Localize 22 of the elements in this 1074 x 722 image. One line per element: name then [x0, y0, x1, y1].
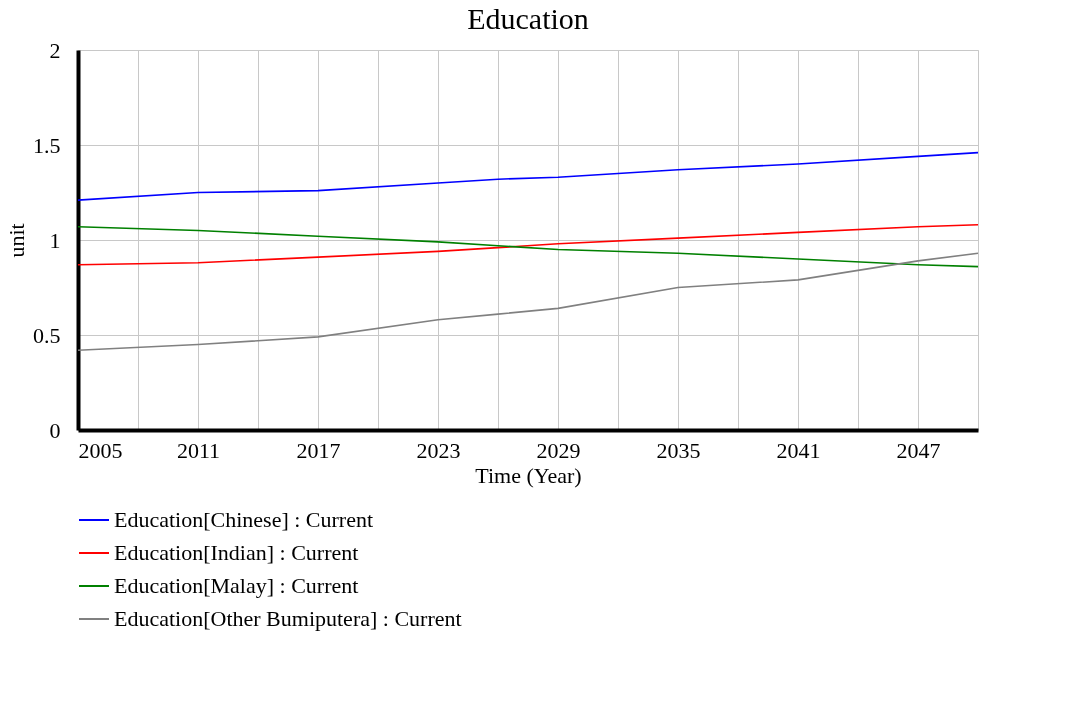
- x-tick-label: 2005: [78, 437, 123, 463]
- y-tick-label: 1.5: [33, 132, 61, 158]
- legend-label: Education[Other Bumiputera] : Current: [114, 606, 462, 631]
- legend-label: Education[Chinese] : Current: [114, 507, 374, 532]
- legend-label: Education[Malay] : Current: [114, 573, 359, 598]
- x-tick-label: 2041: [776, 437, 821, 463]
- x-tick-label: 2035: [656, 437, 701, 463]
- legend-label: Education[Indian] : Current: [114, 540, 359, 565]
- y-tick-label: 2: [49, 37, 61, 63]
- y-tick-label: 0: [49, 417, 61, 443]
- x-tick-label: 2017: [296, 437, 341, 463]
- y-axis-title: unit: [4, 223, 29, 258]
- y-tick-label: 1: [49, 227, 61, 253]
- line-series: [77, 151, 979, 201]
- x-tick-label: 2023: [416, 437, 461, 463]
- y-tick-label: 0.5: [33, 322, 61, 348]
- chart-title: Education: [467, 2, 589, 35]
- line-series: [77, 252, 979, 351]
- x-tick-label: 2029: [536, 437, 581, 463]
- x-axis-title: Time (Year): [475, 462, 582, 488]
- x-tick-label: 2047: [896, 437, 941, 463]
- x-tick-label: 2011: [176, 437, 221, 463]
